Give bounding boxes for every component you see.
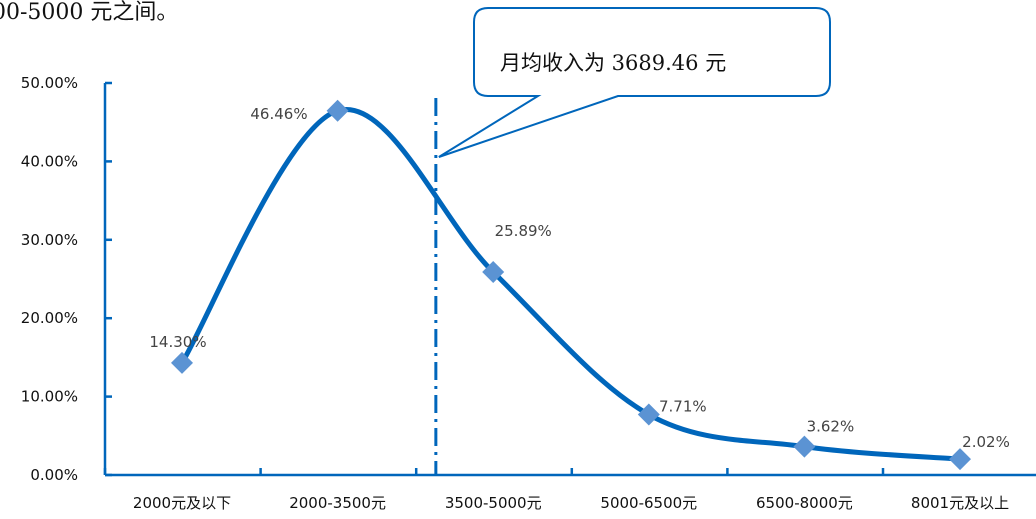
y-tick-label: 50.00% bbox=[21, 74, 78, 92]
data-point-marker bbox=[326, 99, 349, 122]
data-point-marker bbox=[793, 435, 816, 458]
x-tick-labels: 2000元及以下 2000-3500元 3500-5000元 5000-6500元 65… bbox=[133, 494, 1009, 512]
x-tick-label: 5000-6500元 bbox=[600, 494, 697, 512]
y-tick-label: 0.00% bbox=[30, 466, 78, 484]
data-label: 3.62% bbox=[807, 418, 855, 436]
data-label: 2.02% bbox=[962, 433, 1010, 451]
data-label: 7.71% bbox=[659, 398, 707, 416]
y-tick-label: 10.00% bbox=[21, 388, 78, 406]
y-tick-label: 20.00% bbox=[21, 309, 78, 327]
data-point-marker bbox=[482, 261, 505, 284]
x-tick-label: 2000-3500元 bbox=[289, 494, 386, 512]
callout: 月均收入为 3689.46 元 bbox=[438, 7, 831, 158]
x-tick-label: 2000元及以下 bbox=[133, 494, 231, 512]
axes bbox=[103, 81, 1036, 477]
data-labels: 14.30% 46.46% 25.89% 7.71% 3.62% 2.02% bbox=[149, 105, 1009, 451]
intro-text: 00-5000 元之间。 bbox=[0, 0, 179, 25]
data-point-marker bbox=[171, 351, 193, 374]
callout-box bbox=[438, 7, 831, 158]
x-tick-label: 6500-8000元 bbox=[756, 494, 853, 512]
y-tick-label: 40.00% bbox=[21, 152, 78, 170]
data-point-marker bbox=[949, 448, 971, 471]
data-point-marker bbox=[637, 403, 660, 426]
data-label: 25.89% bbox=[495, 222, 552, 240]
x-tick-label: 8001元及以上 bbox=[911, 494, 1009, 512]
markers bbox=[171, 99, 971, 471]
y-tick-labels: 0.00% 10.00% 20.00% 30.00% 40.00% 50.00% bbox=[21, 74, 78, 484]
x-tick-label: 3500-5000元 bbox=[445, 494, 542, 512]
data-label: 14.30% bbox=[149, 333, 206, 351]
callout-text: 月均收入为 3689.46 元 bbox=[500, 51, 726, 75]
y-tick-label: 30.00% bbox=[21, 231, 78, 249]
data-label: 46.46% bbox=[250, 105, 307, 123]
series-line bbox=[179, 107, 963, 462]
